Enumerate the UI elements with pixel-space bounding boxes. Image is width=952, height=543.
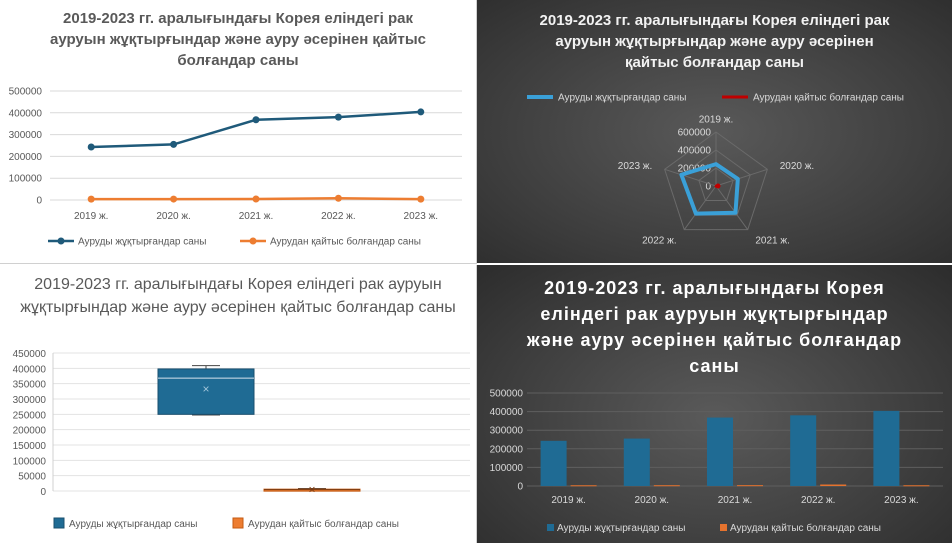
data-point (170, 140, 178, 148)
radar-chart-panel: 2019-2023 гг. аралығындағы Корея еліндег… (477, 0, 952, 263)
y-tick-label: 400000 (9, 108, 43, 119)
x-tick-label: 2023 ж. (884, 495, 919, 506)
bar-chart-panel: 2019-2023 гг. аралығындағы Корея еліндег… (477, 265, 952, 543)
data-point (87, 143, 95, 151)
y-tick-label: 400000 (13, 364, 47, 375)
bar (707, 417, 733, 486)
box-chart: 0 50000 100000 150000 200000 250000 300000 3500… (13, 349, 470, 530)
data-point (417, 195, 425, 203)
legend-label: Аурудан қайтыс болғандар саны (730, 522, 881, 534)
legend-label: Аурудан қайтыс болғандар саны (753, 92, 904, 104)
legend-swatch (232, 517, 244, 529)
y-tick-label: 500000 (9, 87, 43, 98)
y-tick-label: 100000 (490, 463, 524, 474)
legend-label: Ауруды жұқтырғандар саны (558, 93, 687, 104)
y-tick-label: 150000 (13, 441, 47, 452)
y-tick-label: 50000 (18, 472, 46, 483)
bar (820, 484, 847, 486)
mean-marker: × (308, 482, 315, 496)
x-tick-label: 2021 ж. (239, 211, 274, 222)
bar (653, 485, 680, 487)
legend-marker (249, 237, 257, 245)
x-tick-label: 2023 ж. (404, 211, 439, 222)
r-tick-label: 600000 (678, 128, 712, 139)
y-tick-label: 350000 (13, 380, 47, 391)
y-tick-label: 250000 (13, 410, 47, 421)
y-tick-label: 500000 (490, 389, 524, 400)
legend-marker (57, 237, 65, 245)
category-label: 2023 ж. (618, 161, 653, 172)
y-tick-label: 100000 (13, 456, 47, 467)
box (157, 368, 255, 415)
radar-spoke (715, 168, 768, 187)
legend-swatch (547, 524, 554, 531)
legend-label: Аурудан қайтыс болғандар саны (270, 236, 421, 248)
bar (903, 485, 930, 487)
x-tick-label: 2019 ж. (551, 495, 586, 506)
category-label: 2022 ж. (642, 236, 677, 247)
mean-marker: × (202, 382, 209, 396)
y-tick-label: 300000 (13, 395, 47, 406)
bar (570, 485, 597, 487)
line-chart-title: 2019-2023 гг. аралығындағы Корея еліндег… (49, 10, 426, 69)
y-tick-label: 200000 (13, 426, 47, 437)
category-label: 2019 ж. (699, 115, 734, 126)
bar (873, 410, 900, 486)
r-tick-label: 400000 (678, 146, 712, 157)
radar-spoke (715, 185, 749, 230)
data-point (170, 195, 178, 203)
legend-label: Ауруды жұқтырғандар саны (78, 237, 207, 248)
radar-grid-ring (664, 131, 768, 231)
x-tick-label: 2020 ж. (635, 495, 670, 506)
line-chart-panel: 2019-2023 гг. аралығындағы Корея еліндег… (0, 0, 477, 264)
bar-chart: 0 100000 200000 300000 400000 500000 2019 ж. 20… (490, 389, 943, 534)
deaths-center-marker (715, 183, 721, 189)
series-polygon (679, 162, 740, 216)
box-chart-title: 2019-2023 гг. аралығындағы Корея еліндег… (20, 276, 456, 316)
legend-label: Ауруды жұқтырғандар саны (69, 519, 198, 530)
data-point (252, 195, 260, 203)
x-tick-label: 2020 ж. (156, 211, 191, 222)
y-tick-label: 0 (517, 482, 523, 493)
line-chart: 0 100000 200000 300000 400000 500000 2019 ж. 20… (9, 87, 462, 248)
radar-spoke (683, 185, 717, 230)
data-point (87, 195, 95, 203)
y-tick-label: 300000 (9, 130, 43, 141)
y-tick-label: 0 (40, 487, 46, 498)
data-point (334, 113, 342, 121)
radar-spoke (664, 168, 717, 187)
radar-grid-ring (698, 167, 734, 202)
bar (737, 485, 763, 487)
y-tick-label: 200000 (490, 444, 524, 455)
y-tick-label: 450000 (13, 349, 47, 360)
legend-label: Аурудан қайтыс болғандар саны (248, 518, 399, 530)
y-tick-label: 100000 (9, 174, 43, 185)
data-point (252, 116, 260, 124)
legend-label: Ауруды жұқтырғандар саны (557, 523, 686, 534)
box-chart-panel: 2019-2023 гг. аралығындағы Корея еліндег… (0, 265, 477, 543)
y-tick-label: 200000 (9, 152, 43, 163)
x-tick-label: 2022 ж. (321, 211, 356, 222)
x-tick-label: 2019 ж. (74, 211, 109, 222)
y-tick-label: 0 (36, 196, 42, 207)
x-tick-label: 2022 ж. (801, 495, 836, 506)
bar (623, 438, 650, 486)
data-point (334, 194, 342, 202)
radar-chart-title: 2019-2023 гг. аралығындағы Корея еліндег… (539, 12, 890, 71)
category-label: 2020 ж. (780, 161, 815, 172)
y-tick-label: 400000 (490, 407, 524, 418)
legend-swatch (720, 524, 727, 531)
bar (790, 415, 817, 486)
bar (540, 440, 567, 486)
category-label: 2021 ж. (755, 236, 790, 247)
data-point (417, 108, 425, 116)
y-tick-label: 300000 (490, 426, 524, 437)
bar-chart-title: 2019-2023 гг. аралығындағы Корея еліндег… (526, 278, 903, 376)
x-tick-label: 2021 ж. (718, 495, 753, 506)
r-tick-label: 0 (705, 182, 711, 193)
legend-swatch (53, 517, 65, 529)
